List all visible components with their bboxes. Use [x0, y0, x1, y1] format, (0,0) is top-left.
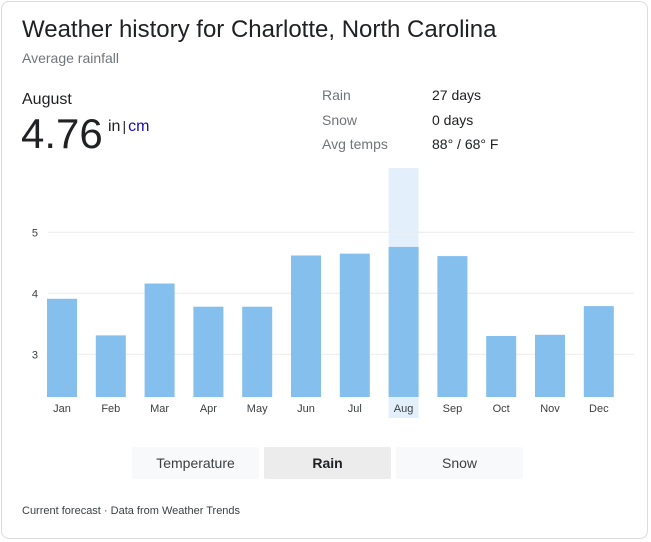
- unit-centimeters-link[interactable]: cm: [128, 118, 150, 135]
- selected-month-label: August: [22, 91, 72, 108]
- x-tick-label: Aug: [394, 403, 414, 415]
- bar-aug[interactable]: [388, 246, 419, 397]
- data-source-footer: Current forecast · Data from Weather Tre…: [22, 505, 241, 517]
- y-tick-label: 3: [32, 349, 38, 361]
- x-tick-label: Oct: [493, 403, 510, 415]
- bar-mar[interactable]: [144, 283, 175, 397]
- tab-temperature[interactable]: Temperature: [132, 447, 259, 479]
- stat-label: Avg temps: [322, 136, 388, 152]
- bar-jul[interactable]: [339, 253, 370, 397]
- unit-inches: in: [108, 118, 121, 135]
- x-tick-label: May: [247, 403, 268, 415]
- x-tick-label: Nov: [540, 403, 560, 415]
- x-tick-label: Jun: [297, 403, 315, 415]
- bar-jan[interactable]: [47, 298, 77, 397]
- bar-sep[interactable]: [437, 256, 468, 397]
- y-tick-label: 4: [32, 288, 38, 300]
- unit-switcher: in | cm: [108, 118, 149, 136]
- x-tick-label: Sep: [443, 403, 463, 415]
- x-tick-label: Jan: [53, 403, 71, 415]
- x-tick-label: Jul: [348, 403, 362, 415]
- page-title: Weather history for Charlotte, North Car…: [22, 16, 497, 43]
- y-tick-label: 5: [32, 227, 38, 239]
- unit-separator: |: [122, 118, 127, 134]
- bar-nov[interactable]: [535, 334, 565, 397]
- stat-label: Snow: [322, 111, 358, 128]
- stat-value: 0 days: [432, 111, 474, 128]
- stat-value: 88° / 68° F: [432, 136, 499, 152]
- tab-rain[interactable]: Rain: [264, 447, 391, 479]
- rainfall-bar-chart: 3 4 5 Jan Feb Mar Apr May Jun Jul Aug Sep Oct Nov Dec: [32, 168, 634, 418]
- page-subtitle: Average rainfall: [22, 50, 120, 66]
- x-tick-label: Mar: [150, 403, 169, 415]
- x-tick-label: Dec: [589, 403, 609, 415]
- bar-dec[interactable]: [583, 306, 614, 397]
- bar-jun[interactable]: [291, 255, 321, 397]
- bar-oct[interactable]: [486, 336, 517, 397]
- x-tick-label: Apr: [200, 403, 217, 415]
- bar-feb[interactable]: [95, 335, 126, 397]
- stat-label: Rain: [322, 87, 351, 103]
- bar-may[interactable]: [242, 306, 273, 397]
- rainfall-value: 4.76: [21, 110, 103, 157]
- x-tick-label: Feb: [101, 403, 120, 415]
- stat-value: 27 days: [432, 87, 482, 103]
- bar-apr[interactable]: [193, 306, 224, 397]
- tab-snow[interactable]: Snow: [396, 447, 523, 479]
